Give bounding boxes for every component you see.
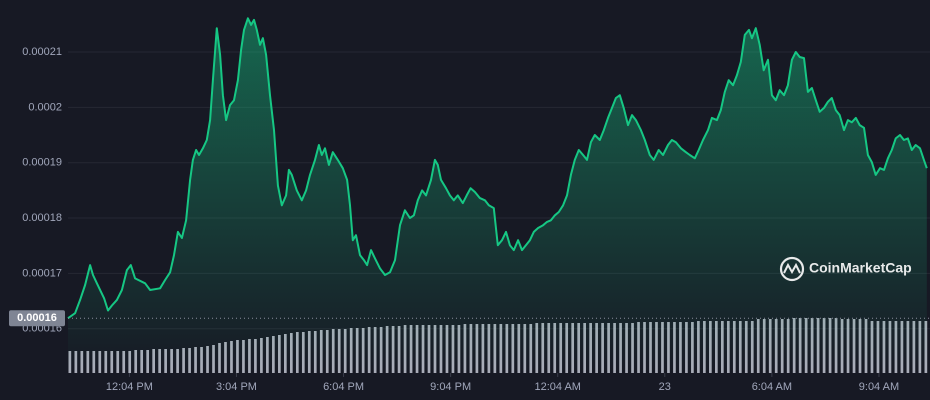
x-tick-label: 23 bbox=[659, 381, 671, 393]
x-tick-label: 9:04 PM bbox=[430, 381, 471, 393]
x-tick-label: 6:04 AM bbox=[752, 381, 792, 393]
x-tick-label: 9:04 AM bbox=[859, 381, 899, 393]
line bbox=[67, 17, 928, 320]
y-tick-label: 0.00017 bbox=[22, 267, 62, 279]
x-tick-label: 6:04 PM bbox=[323, 381, 364, 393]
y-tick-label: 0.00021 bbox=[22, 46, 62, 58]
watermark-logo-mark bbox=[783, 262, 801, 275]
y-tick-label: 0.00018 bbox=[22, 212, 62, 224]
x-tick-label: 3:04 PM bbox=[216, 381, 257, 393]
plot bbox=[67, 17, 928, 374]
area bbox=[68, 18, 927, 374]
watermark-text: CoinMarketCap bbox=[809, 260, 912, 276]
axes: 0.00016 0.00017 0.00018 0.00019 0.0002 0.0002… bbox=[9, 46, 930, 393]
reference-label: 0.00016 bbox=[17, 312, 57, 324]
y-tick-label: 0.0002 bbox=[28, 101, 62, 113]
x-tick-label: 12:04 PM bbox=[106, 381, 153, 393]
x-tick-label: 12:04 AM bbox=[534, 381, 580, 393]
reference-box bbox=[9, 310, 65, 327]
y-tick-label: 0.00019 bbox=[22, 157, 62, 169]
watermark-logo bbox=[779, 256, 805, 282]
watermark: CoinMarketCap bbox=[779, 256, 912, 282]
